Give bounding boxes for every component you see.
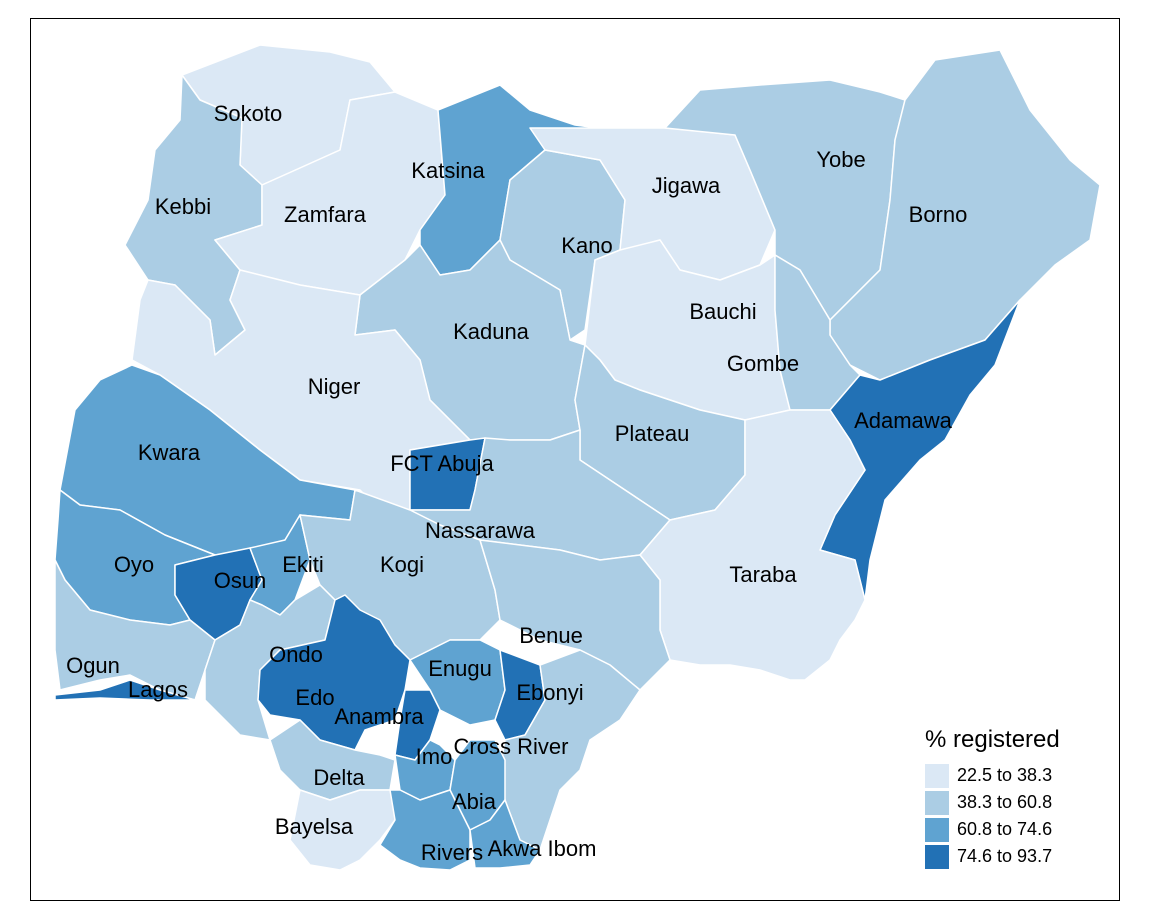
label-taraba: Taraba [729, 562, 797, 587]
label-osun: Osun [214, 568, 267, 593]
label-bayelsa: Bayelsa [275, 814, 354, 839]
label-plateau: Plateau [615, 421, 690, 446]
label-fct: FCT Abuja [390, 451, 494, 476]
label-katsina: Katsina [411, 158, 485, 183]
legend-label: 38.3 to 60.8 [957, 792, 1053, 812]
label-rivers: Rivers [421, 840, 483, 865]
label-ondo: Ondo [269, 642, 323, 667]
state-bayelsa [289, 789, 401, 871]
label-benue: Benue [519, 623, 583, 648]
legend-item: 38.3 to 60.8 [925, 789, 1060, 816]
label-kwara: Kwara [138, 440, 201, 465]
label-zamfara: Zamfara [284, 202, 367, 227]
label-oyo: Oyo [114, 552, 154, 577]
legend-swatch [925, 790, 949, 815]
legend-item: 22.5 to 38.3 [925, 762, 1060, 789]
legend-item: 60.8 to 74.6 [925, 816, 1060, 843]
legend-label: 60.8 to 74.6 [957, 819, 1053, 839]
label-ekiti: Ekiti [282, 552, 324, 577]
label-borno: Borno [909, 202, 968, 227]
label-kano: Kano [561, 233, 612, 258]
label-adamawa: Adamawa [854, 408, 953, 433]
label-yobe: Yobe [816, 147, 865, 172]
label-sokoto: Sokoto [214, 101, 283, 126]
label-bauchi: Bauchi [689, 299, 756, 324]
label-delta: Delta [313, 765, 365, 790]
state-delta [269, 719, 396, 801]
label-ebonyi: Ebonyi [516, 680, 583, 705]
state-edo [257, 594, 411, 751]
label-gombe: Gombe [727, 351, 799, 376]
state-akwaibom [469, 799, 541, 869]
label-nassarawa: Nassarawa [425, 518, 536, 543]
label-abia: Abia [452, 789, 497, 814]
legend-label: 74.6 to 93.7 [957, 846, 1053, 866]
map-legend: % registered 22.5 to 38.3 38.3 to 60.8 6… [925, 726, 1060, 870]
label-crossriver: Cross River [454, 734, 569, 759]
state-benue [479, 539, 671, 691]
label-kogi: Kogi [380, 552, 424, 577]
legend-label: 22.5 to 38.3 [957, 765, 1053, 785]
label-jigawa: Jigawa [652, 173, 721, 198]
state-lagos [54, 679, 196, 701]
label-ogun: Ogun [66, 653, 120, 678]
legend-swatch [925, 817, 949, 842]
legend-item: 74.6 to 93.7 [925, 843, 1060, 870]
label-imo: Imo [416, 744, 453, 769]
state-rivers [379, 789, 471, 871]
legend-title: % registered [925, 726, 1060, 753]
legend-swatch [925, 763, 949, 788]
label-kebbi: Kebbi [155, 194, 211, 219]
label-enugu: Enugu [428, 656, 492, 681]
label-kaduna: Kaduna [453, 319, 530, 344]
legend-swatch [925, 844, 949, 869]
label-edo: Edo [295, 685, 334, 710]
label-akwaibom: Akwa Ibom [488, 836, 597, 861]
label-lagos: Lagos [128, 677, 188, 702]
label-anambra: Anambra [334, 704, 424, 729]
label-niger: Niger [308, 374, 361, 399]
